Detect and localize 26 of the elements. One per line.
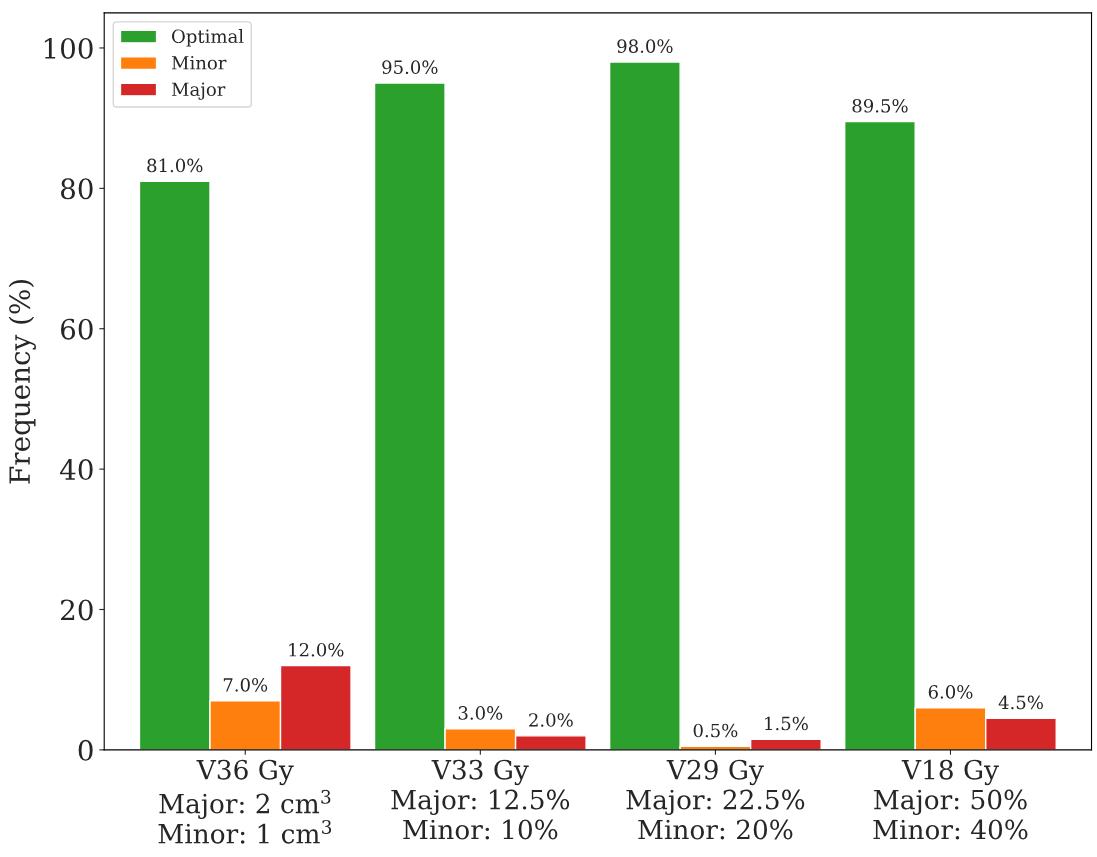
y-tick-label: 60	[61, 318, 93, 340]
data-label: 3.0%	[458, 706, 503, 720]
data-label: 7.0%	[223, 678, 268, 692]
data-label: 1.5%	[765, 716, 808, 731]
data-label: 2.0%	[529, 713, 573, 727]
y-tick-label: 0	[78, 739, 93, 761]
data-label: 81.0%	[147, 158, 203, 173]
y-tick-label: 80	[61, 178, 93, 200]
legend-label: Optimal	[172, 29, 244, 47]
data-label: 12.0%	[289, 642, 344, 657]
x-tick-label: V18 Gy Major: 50% Minor: 40%	[873, 759, 1028, 840]
y-tick-label: 20	[61, 599, 93, 621]
data-label: 4.5%	[998, 695, 1043, 710]
data-label: 95.0%	[382, 60, 438, 74]
x-tick-label: V29 Gy Major: 22.5% Minor: 20%	[626, 759, 805, 840]
legend-label: Minor	[171, 56, 227, 70]
x-tick-label: V36 Gy Major: 2 cm$^{3}$ Minor: 1 cm$^{3}$	[158, 759, 332, 844]
y-tick-label: 100	[44, 37, 93, 59]
x-tick-label: V33 Gy Major: 12.5% Minor: 10%	[391, 759, 570, 840]
y-tick-label: 40	[60, 459, 93, 481]
y-axis-title: Frequency (%)	[8, 279, 36, 484]
legend-label: Major	[171, 82, 226, 100]
data-label: 0.5%	[693, 723, 738, 738]
data-label: 98.0%	[617, 39, 673, 53]
data-label: 89.5%	[852, 98, 908, 113]
data-label: 6.0%	[928, 685, 973, 699]
